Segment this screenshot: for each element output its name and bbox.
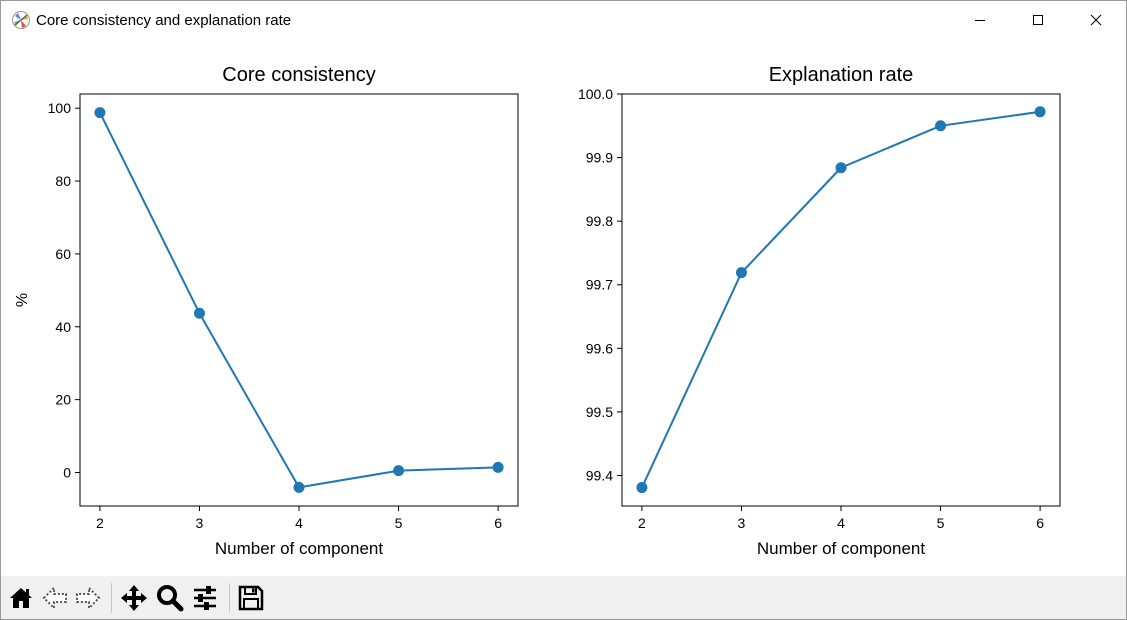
x-tick-label: 5	[395, 515, 403, 531]
data-point	[935, 120, 947, 132]
close-icon	[1090, 14, 1102, 26]
x-tick-label: 2	[96, 515, 104, 531]
toolbar-separator	[111, 583, 112, 613]
y-tick-label: 20	[55, 392, 71, 408]
forward-icon	[76, 585, 101, 611]
data-point	[94, 107, 106, 119]
title-bar[interactable]: Core consistency and explanation rate	[1, 1, 1126, 39]
y-tick-label: 99.5	[586, 404, 613, 420]
close-button[interactable]	[1067, 1, 1125, 39]
data-point	[735, 267, 747, 279]
configure-subplots-icon	[194, 586, 216, 610]
y-tick-label: 99.9	[586, 150, 613, 166]
forward-button[interactable]	[73, 583, 103, 613]
data-point	[636, 482, 648, 494]
x-tick-label: 3	[196, 515, 204, 531]
zoom-icon	[157, 585, 184, 612]
y-tick-label: 99.6	[586, 340, 613, 356]
data-point	[492, 461, 504, 473]
x-axis-label: Number of component	[215, 539, 383, 558]
maximize-icon	[1033, 15, 1043, 25]
minimize-icon	[975, 20, 985, 21]
figure-svg[interactable]: Core consistency % Number of component 2…	[1, 39, 1126, 576]
y-tick-label: 60	[55, 246, 71, 262]
y-tick-label: 40	[55, 319, 71, 335]
y-tick-label: 80	[55, 173, 71, 189]
y-tick-label: 100	[48, 100, 72, 116]
save-icon	[238, 585, 264, 611]
x-tick-label: 4	[295, 515, 303, 531]
plot-frame	[79, 93, 519, 507]
chart-title: Core consistency	[222, 64, 375, 86]
maximize-button[interactable]	[1009, 1, 1067, 39]
data-point	[193, 307, 205, 319]
series-line	[99, 112, 499, 489]
plot-frame	[621, 93, 1061, 507]
x-axis-label: Number of component	[757, 539, 925, 558]
x-tick-label: 6	[1036, 515, 1044, 531]
chart-title: Explanation rate	[769, 64, 914, 86]
data-point	[1034, 106, 1046, 118]
back-button[interactable]	[40, 583, 70, 613]
toolbar-separator	[229, 583, 230, 613]
data-point	[393, 465, 405, 477]
data-point	[293, 481, 305, 493]
y-tick-label: 100.0	[578, 86, 613, 102]
x-tick-label: 3	[738, 515, 746, 531]
core-consistency-plot: Core consistency % Number of component 2…	[14, 64, 519, 558]
y-axis-label: %	[14, 293, 31, 307]
navigation-toolbar	[1, 576, 1126, 619]
zoom-button[interactable]	[155, 583, 185, 613]
data-point	[835, 162, 847, 174]
y-tick-label: 99.8	[586, 213, 613, 229]
home-icon	[10, 588, 32, 608]
y-tick-label: 99.7	[586, 277, 613, 293]
x-tick-label: 5	[937, 515, 945, 531]
x-tick-label: 6	[494, 515, 502, 531]
window-title: Core consistency and explanation rate	[36, 12, 292, 29]
y-tick-label: 99.4	[586, 467, 613, 483]
pan-icon	[121, 585, 147, 611]
y-tick-label: 0	[63, 464, 71, 480]
save-button[interactable]	[236, 583, 266, 613]
x-tick-label: 4	[837, 515, 845, 531]
home-button[interactable]	[6, 583, 36, 613]
back-icon	[42, 585, 67, 611]
matplotlib-icon	[11, 10, 31, 30]
x-tick-label: 2	[638, 515, 646, 531]
figure-canvas[interactable]: Core consistency % Number of component 2…	[1, 39, 1126, 576]
pan-button[interactable]	[119, 583, 149, 613]
minimize-button[interactable]	[951, 1, 1009, 39]
explanation-rate-plot: Explanation rate Number of component 2 3 4…	[578, 64, 1061, 558]
configure-subplots-button[interactable]	[190, 583, 220, 613]
